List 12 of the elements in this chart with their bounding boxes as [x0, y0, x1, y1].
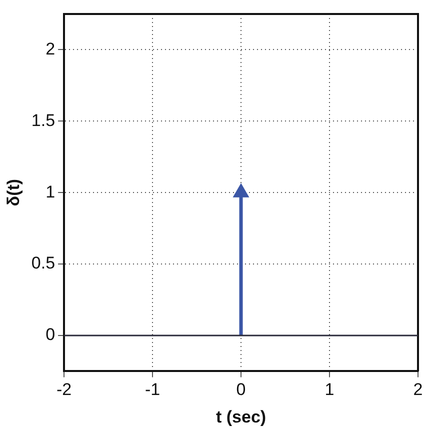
y-tick-label: 1.5: [31, 110, 56, 130]
y-tick-label: 0.5: [31, 254, 56, 273]
x-axis-title: t (sec): [216, 407, 266, 426]
y-tick-label: 0: [46, 325, 56, 344]
y-axis-title: δ(t): [4, 178, 23, 206]
x-tick-label: -2: [56, 380, 72, 400]
x-tick-label: 0: [236, 380, 246, 400]
x-tick-label: -1: [144, 380, 160, 400]
y-tick-label: 1: [46, 182, 56, 202]
x-tick-label: 1: [324, 380, 334, 400]
y-tick-label: 2: [46, 39, 56, 58]
x-tick-label: 2: [413, 380, 423, 400]
